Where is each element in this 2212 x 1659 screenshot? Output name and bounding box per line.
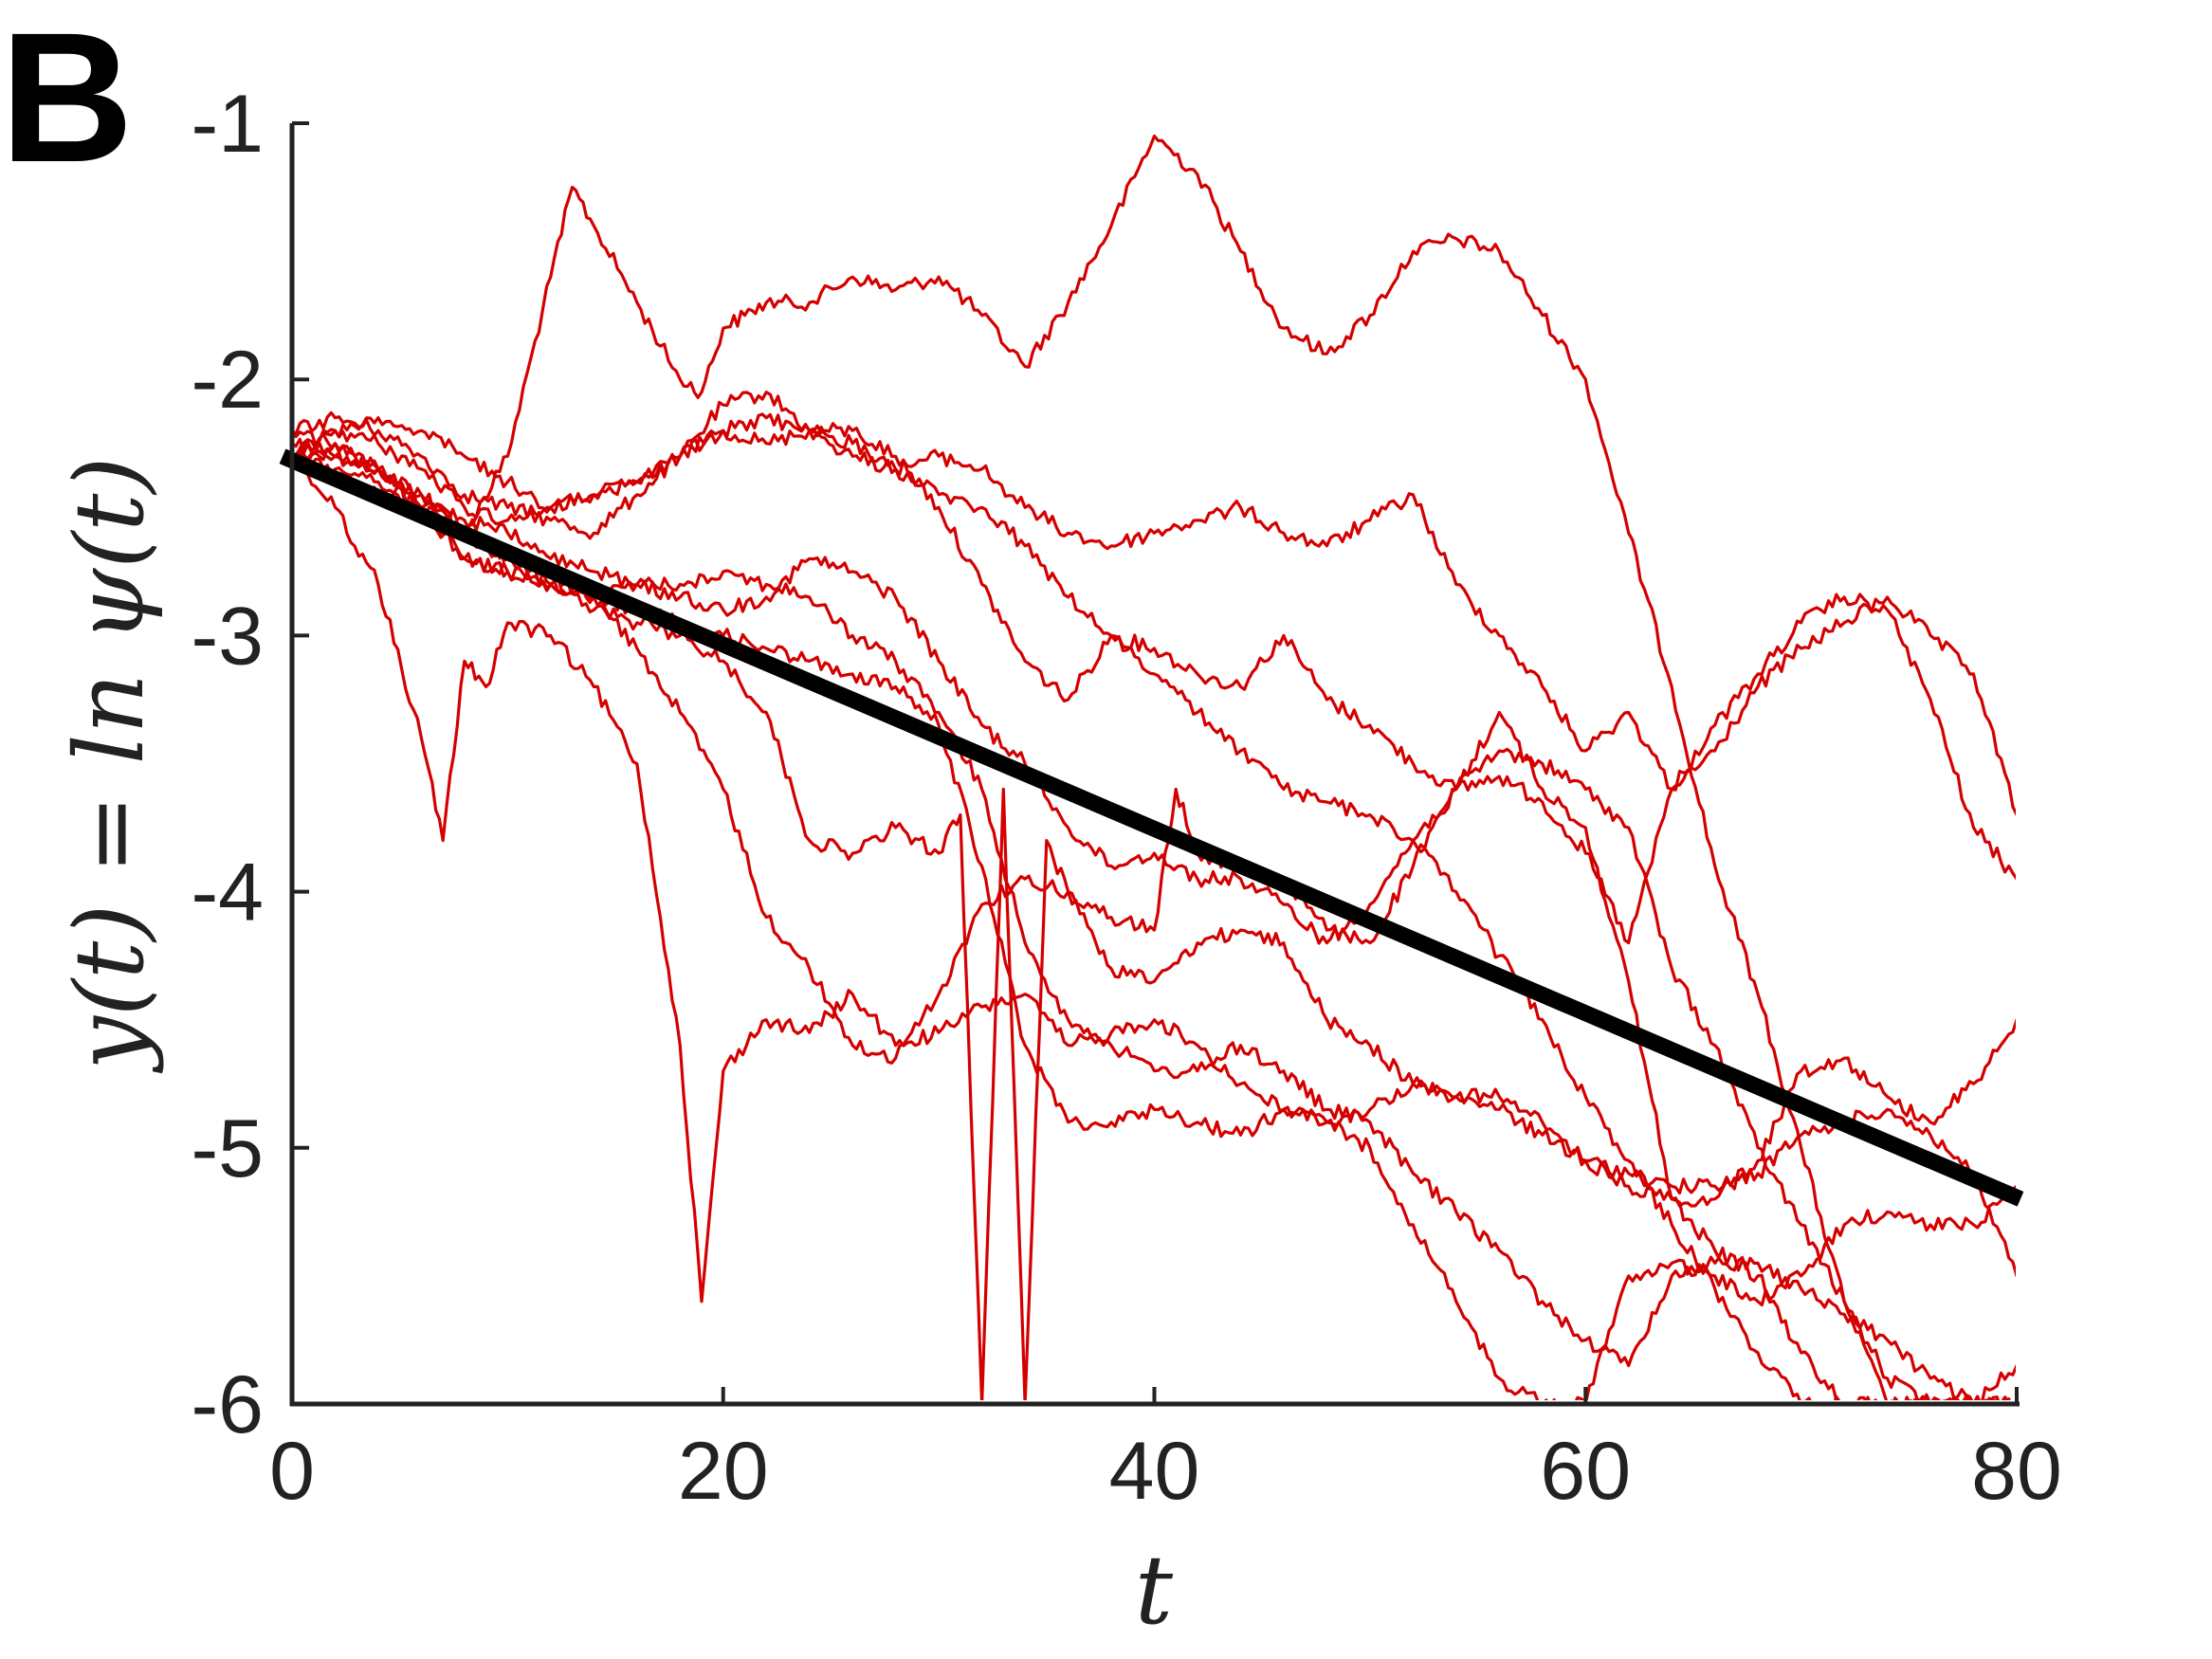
x-tick-label: 60 bbox=[1540, 1426, 1631, 1517]
plot-area bbox=[290, 134, 2016, 1400]
trajectory-line-10 bbox=[290, 412, 2002, 1400]
x-axis-label: t bbox=[1135, 1535, 1174, 1646]
x-tick-label: 0 bbox=[269, 1426, 315, 1517]
trajectory-line-6 bbox=[290, 454, 2016, 1400]
x-tick-label: 20 bbox=[678, 1426, 769, 1517]
trajectory-line-5 bbox=[290, 454, 2016, 1304]
x-axis-ticks: 0 20 40 60 80 bbox=[269, 1387, 2062, 1517]
reference-line-group bbox=[279, 448, 2024, 1207]
y-tick-label: -2 bbox=[192, 335, 264, 426]
panel-label: B bbox=[0, 0, 134, 201]
y-tick-label: -6 bbox=[192, 1359, 264, 1450]
x-tick-label: 80 bbox=[1971, 1426, 2062, 1517]
trajectory-line-8 bbox=[290, 454, 2010, 1400]
trajectory-line-3 bbox=[290, 428, 2016, 881]
trajectory-line-2 bbox=[290, 391, 2016, 945]
trajectory-line-1 bbox=[290, 134, 2009, 1400]
x-tick-label: 40 bbox=[1109, 1426, 1200, 1517]
y-tick-label: -4 bbox=[192, 848, 264, 939]
y-tick-label: -5 bbox=[192, 1103, 264, 1194]
mean-trend-line bbox=[279, 448, 2024, 1207]
y-tick-label: -1 bbox=[192, 79, 264, 170]
y-axis-label: y(t) = ln ψ(t) bbox=[54, 457, 165, 1074]
y-tick-label: -3 bbox=[192, 591, 264, 682]
y-axis-ticks: -1 -2 -3 -4 -5 -6 bbox=[192, 79, 309, 1450]
